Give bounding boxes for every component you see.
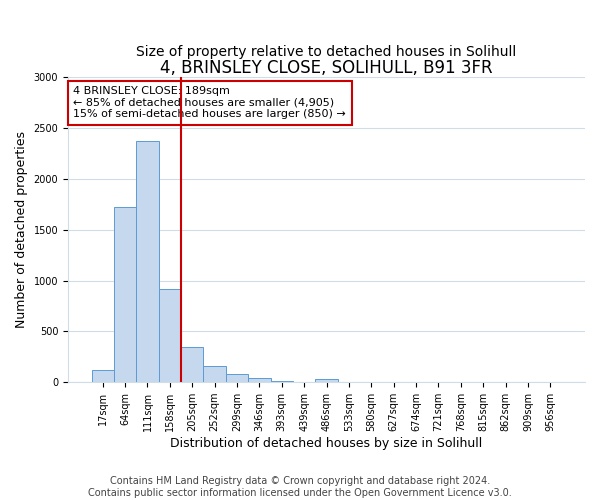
Bar xyxy=(158,288,181,382)
Bar xyxy=(203,366,226,382)
Title: 4, BRINSLEY CLOSE, SOLIHULL, B91 3FR: 4, BRINSLEY CLOSE, SOLIHULL, B91 3FR xyxy=(160,59,493,77)
Bar xyxy=(316,379,338,382)
Text: 4 BRINSLEY CLOSE: 189sqm
← 85% of detached houses are smaller (4,905)
15% of sem: 4 BRINSLEY CLOSE: 189sqm ← 85% of detach… xyxy=(73,86,346,120)
Bar xyxy=(92,370,114,382)
Bar xyxy=(136,141,158,382)
Bar xyxy=(114,208,136,382)
Bar xyxy=(181,346,203,382)
Text: Contains HM Land Registry data © Crown copyright and database right 2024.
Contai: Contains HM Land Registry data © Crown c… xyxy=(88,476,512,498)
Bar xyxy=(271,380,293,382)
Text: Size of property relative to detached houses in Solihull: Size of property relative to detached ho… xyxy=(136,45,517,59)
Bar xyxy=(226,374,248,382)
Y-axis label: Number of detached properties: Number of detached properties xyxy=(15,131,28,328)
X-axis label: Distribution of detached houses by size in Solihull: Distribution of detached houses by size … xyxy=(170,437,482,450)
Bar xyxy=(248,378,271,382)
